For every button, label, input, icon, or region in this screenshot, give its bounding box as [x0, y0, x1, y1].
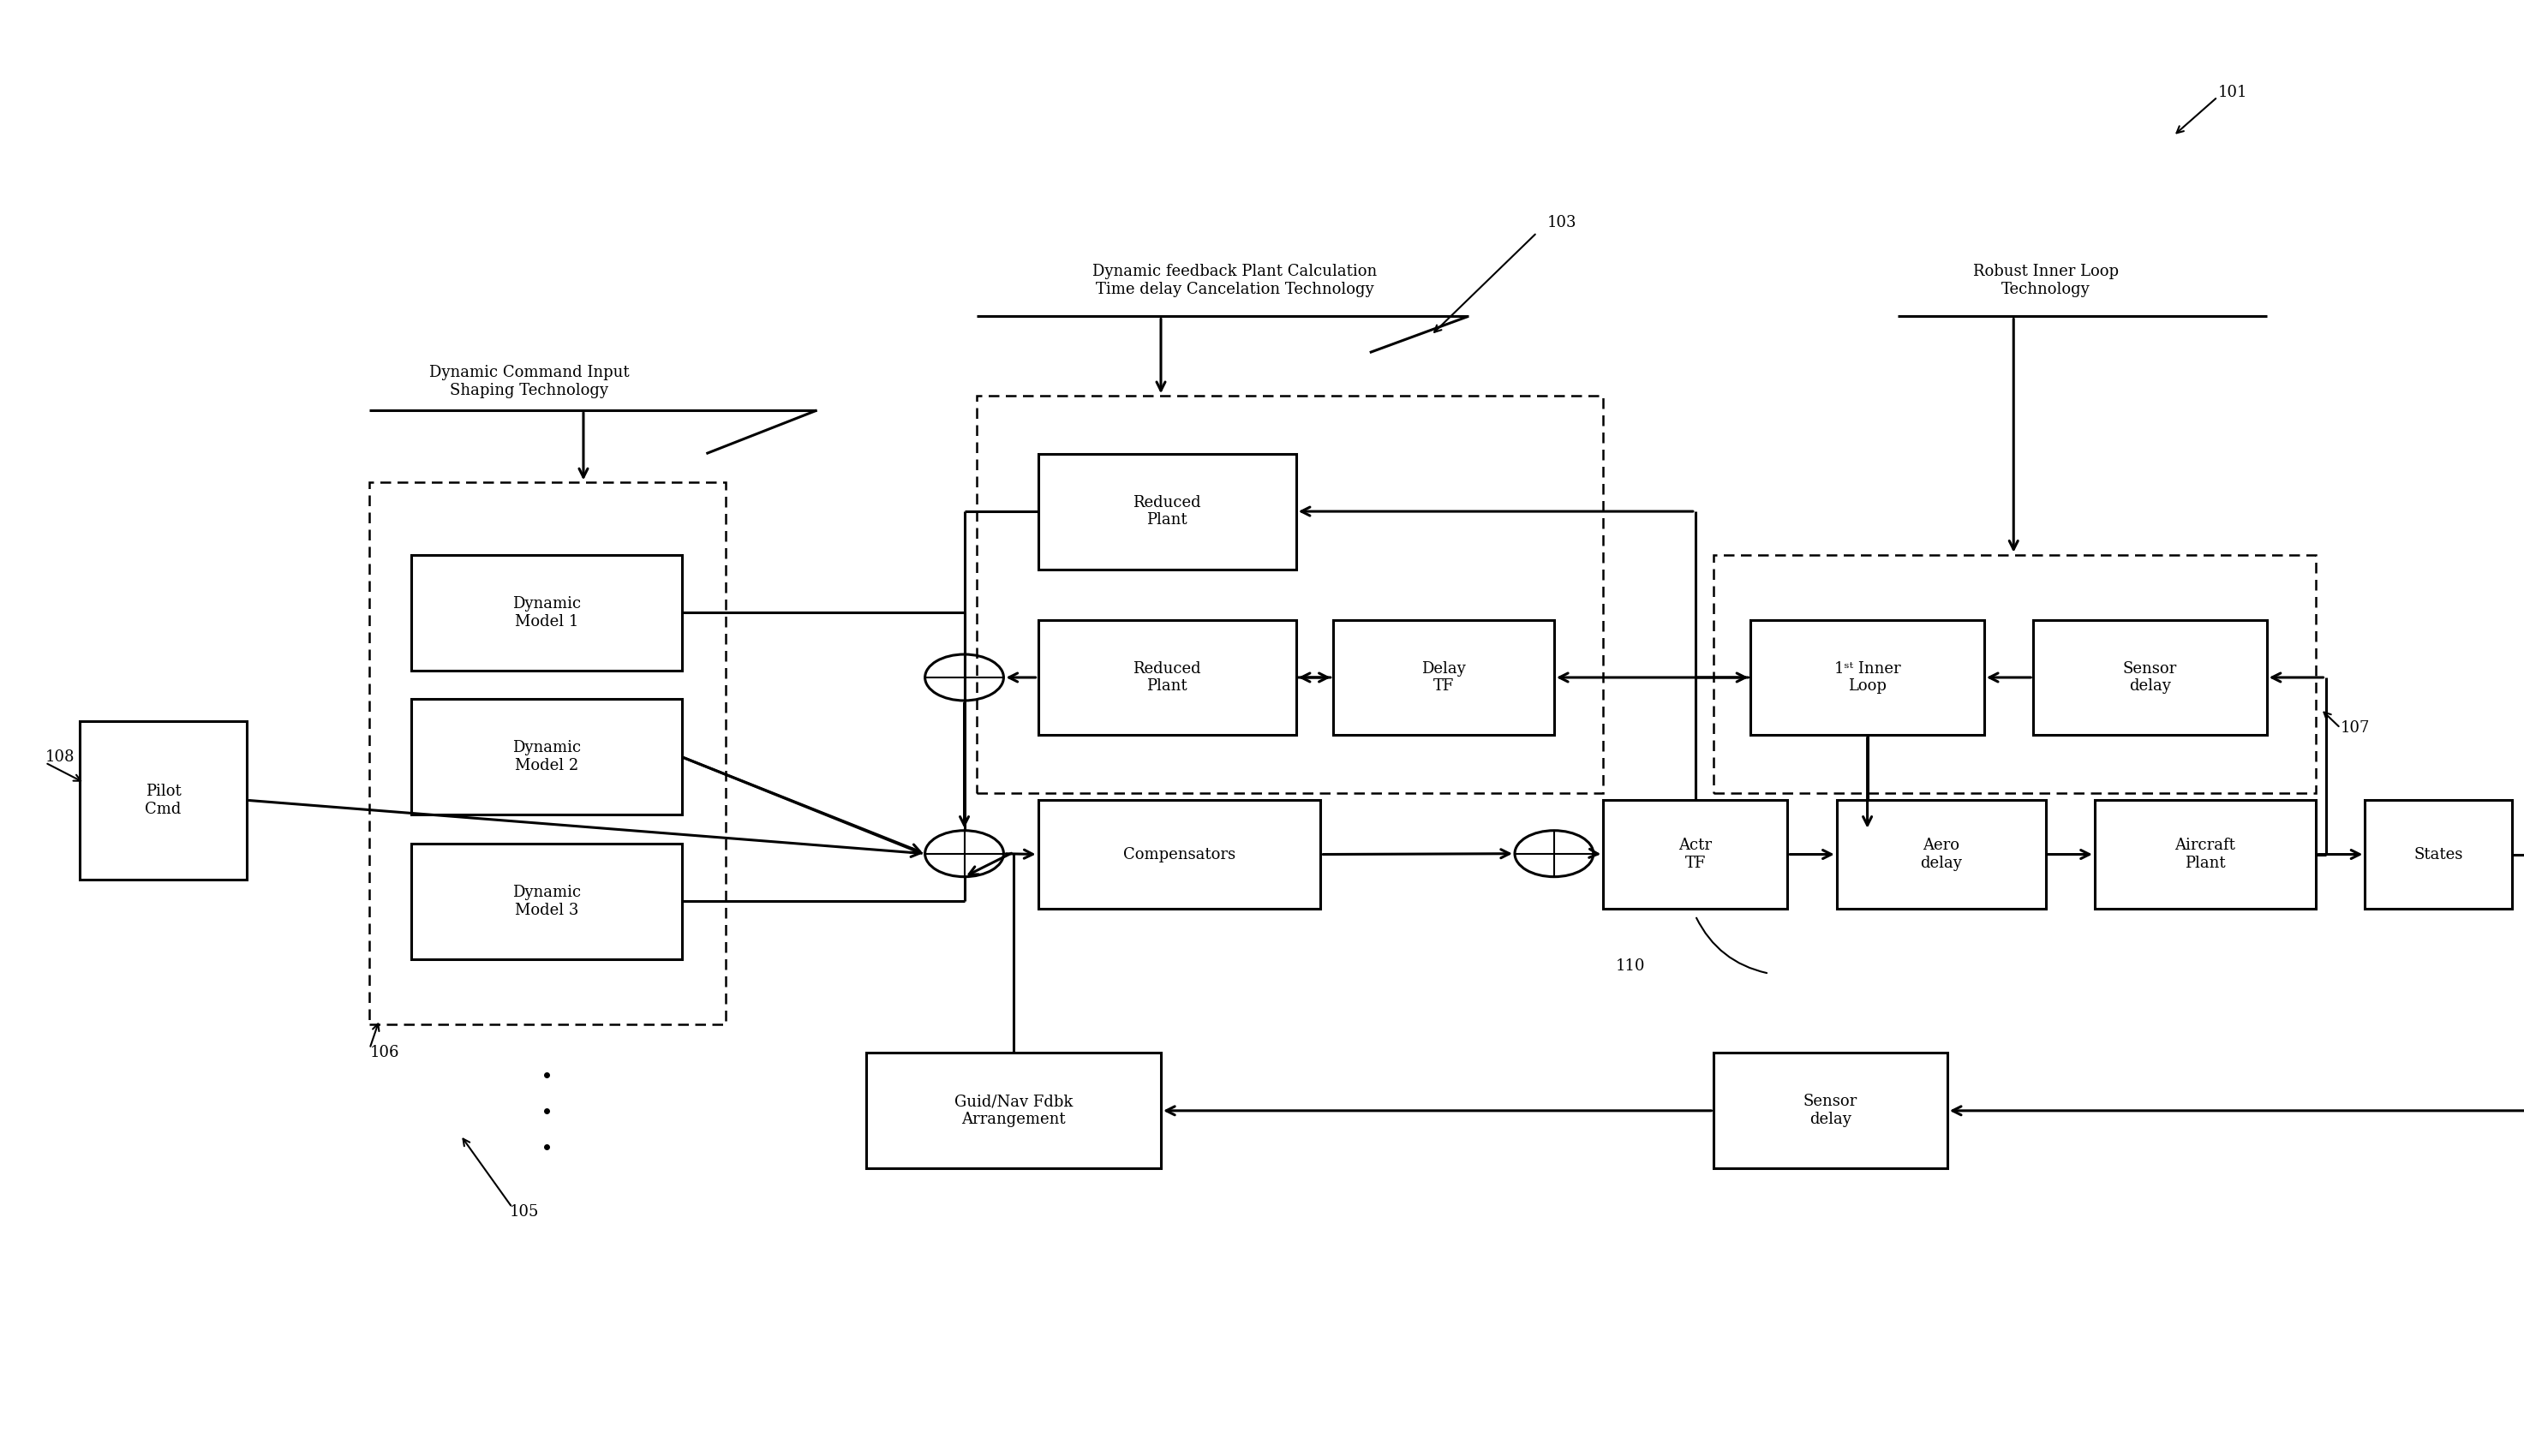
Text: States: States — [2413, 846, 2463, 862]
Text: 1ˢᵗ Inner
Loop: 1ˢᵗ Inner Loop — [1835, 661, 1901, 695]
FancyBboxPatch shape — [1037, 801, 1320, 909]
Text: Guid/Nav Fdbk
Arrangement: Guid/Nav Fdbk Arrangement — [954, 1093, 1073, 1127]
Text: Dynamic
Model 3: Dynamic Model 3 — [512, 885, 581, 917]
Text: Sensor
delay: Sensor delay — [1805, 1093, 1858, 1127]
Text: 103: 103 — [1547, 215, 1578, 230]
FancyBboxPatch shape — [1037, 454, 1295, 569]
FancyBboxPatch shape — [1333, 620, 1555, 735]
Text: Robust Inner Loop
Technology: Robust Inner Loop Technology — [1974, 264, 2118, 297]
Text: Aircraft
Plant: Aircraft Plant — [2176, 837, 2236, 871]
Text: Dynamic
Model 2: Dynamic Model 2 — [512, 740, 581, 773]
FancyBboxPatch shape — [1037, 620, 1295, 735]
Text: Actr
TF: Actr TF — [1678, 837, 1711, 871]
Text: 108: 108 — [45, 750, 76, 764]
Text: Dynamic feedback Plant Calculation
Time delay Cancelation Technology: Dynamic feedback Plant Calculation Time … — [1093, 264, 1378, 297]
FancyBboxPatch shape — [2095, 801, 2317, 909]
FancyBboxPatch shape — [411, 699, 681, 815]
FancyBboxPatch shape — [81, 721, 247, 879]
FancyBboxPatch shape — [866, 1053, 1161, 1169]
FancyBboxPatch shape — [411, 843, 681, 960]
Text: Reduced
Plant: Reduced Plant — [1133, 495, 1201, 529]
Text: Compensators: Compensators — [1123, 846, 1234, 862]
Text: Dynamic
Model 1: Dynamic Model 1 — [512, 596, 581, 629]
FancyBboxPatch shape — [1837, 801, 2044, 909]
Text: Dynamic Command Input
Shaping Technology: Dynamic Command Input Shaping Technology — [429, 365, 628, 397]
Text: 105: 105 — [510, 1204, 540, 1220]
Text: Sensor
delay: Sensor delay — [2123, 661, 2178, 695]
FancyBboxPatch shape — [2034, 620, 2267, 735]
FancyBboxPatch shape — [1714, 1053, 1946, 1169]
Text: 101: 101 — [2219, 84, 2246, 100]
Text: 110: 110 — [1615, 958, 1646, 974]
FancyBboxPatch shape — [1603, 801, 1787, 909]
Text: Delay
TF: Delay TF — [1421, 661, 1466, 695]
FancyBboxPatch shape — [1752, 620, 1984, 735]
Text: 106: 106 — [369, 1045, 399, 1060]
Text: Reduced
Plant: Reduced Plant — [1133, 661, 1201, 695]
FancyBboxPatch shape — [411, 555, 681, 670]
Text: Pilot
Cmd: Pilot Cmd — [144, 783, 182, 817]
Text: Aero
delay: Aero delay — [1921, 837, 1961, 871]
FancyBboxPatch shape — [2365, 801, 2511, 909]
Text: 107: 107 — [2340, 721, 2370, 735]
